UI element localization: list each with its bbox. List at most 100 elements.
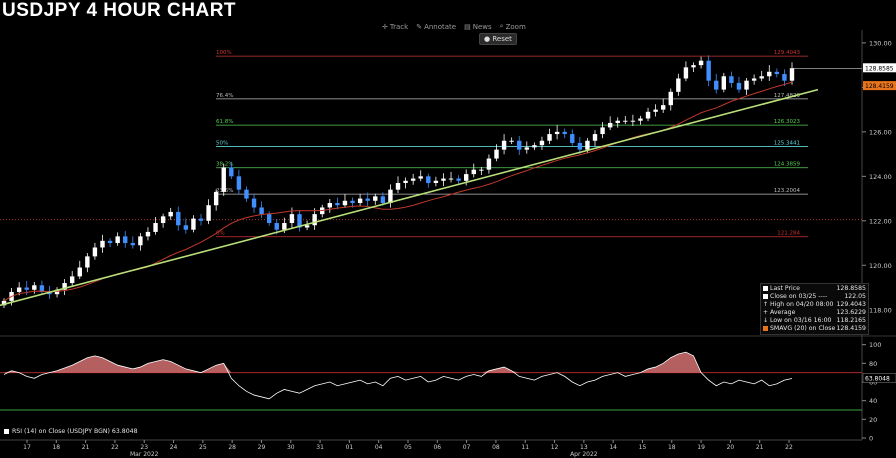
candle-body [441, 178, 446, 181]
legend-label: + Average [763, 308, 796, 316]
candle-body [782, 74, 787, 81]
x-tick-label: 23 [140, 444, 148, 451]
rsi-value-tag [862, 373, 896, 383]
candle-body [532, 145, 537, 148]
zoom-button[interactable]: ⌕ Zoom [499, 22, 526, 31]
candle-body [395, 183, 401, 190]
y-tick-label: 118.00 [869, 306, 892, 314]
x-tick-label: 13 [580, 444, 588, 451]
candle-body [54, 289, 60, 295]
candle-body [327, 203, 333, 208]
candle-body [653, 109, 658, 112]
legend-swatch: + [763, 308, 769, 316]
candle-body [426, 176, 431, 183]
candle-body [638, 118, 643, 121]
candle-body [744, 80, 749, 90]
candle-body [77, 267, 82, 277]
candle-body [554, 131, 560, 135]
month-label: Apr 2022 [570, 451, 598, 458]
candle-body [714, 80, 719, 90]
x-tick-label: 17 [23, 444, 31, 451]
price-legend: Last Price 128.8585 Close on 03/25 ---- 122… [760, 283, 869, 335]
candle-body [282, 223, 287, 230]
legend-row: ↓ Low on 03/16 16:00 118.2165 [763, 317, 866, 325]
x-tick-label: 15 [639, 444, 647, 451]
track-button[interactable]: ✛ Track [382, 22, 409, 31]
reset-button[interactable]: ● Reset [479, 33, 517, 45]
candle-body [24, 287, 29, 290]
sma-price-tag [863, 81, 896, 91]
candle-body [39, 285, 45, 292]
candle-body [759, 76, 764, 79]
candle-body [486, 158, 492, 170]
legend-row: Last Price 128.8585 [763, 285, 866, 293]
rsi-legend: RSI (14) on Close (USDJPY BGN) 63.8048 [4, 428, 138, 435]
candle-body [600, 127, 605, 135]
candle-body [100, 240, 105, 248]
candle-body [736, 82, 742, 90]
candle-body [774, 71, 780, 75]
candle-body [123, 236, 128, 244]
candle-body [191, 218, 196, 230]
candle-body [509, 140, 514, 142]
legend-row: + Average 123.6229 [763, 309, 866, 317]
x-tick-label: 04 [375, 444, 383, 451]
candle-body [266, 214, 272, 224]
fib-value-label: 129.4043 [774, 50, 801, 56]
candle-body [168, 211, 173, 217]
rsi-swatch [4, 428, 9, 434]
candle-body [433, 180, 439, 183]
y-tick-label: 124.00 [869, 173, 892, 181]
x-tick-label: 22 [111, 444, 119, 451]
fib-value-label: 127.4829 [774, 93, 801, 99]
candle-body [706, 60, 711, 81]
candle-body [539, 140, 545, 146]
candle-body [660, 105, 666, 110]
rsi-y-tick-label: 100 [869, 341, 881, 349]
candle-body [92, 247, 98, 257]
month-label: Mar 2022 [130, 451, 159, 458]
candle-body [115, 236, 120, 244]
x-tick-label: 01 [346, 444, 354, 451]
news-button[interactable]: ▤ News [464, 22, 492, 31]
candle-body [767, 71, 772, 77]
candle-body [335, 203, 340, 206]
candle-body [691, 65, 696, 68]
fib-level-label: 100% [216, 50, 232, 56]
rsi-y-tick-label: 40 [869, 397, 877, 405]
candle-body [198, 218, 204, 221]
x-tick-label: 21 [82, 444, 90, 451]
x-tick-label: 20 [727, 444, 735, 451]
x-tick-label: 28 [228, 444, 236, 451]
legend-label: Last Price [763, 285, 800, 293]
x-tick-label: 14 [609, 444, 617, 451]
x-tick-label: 18 [52, 444, 60, 451]
x-tick-label: 25 [199, 444, 207, 451]
x-tick-label: 24 [170, 444, 178, 451]
x-tick-label: 19 [697, 444, 705, 451]
fib-level-label: 76.4% [216, 93, 233, 99]
legend-swatch: ↑ [763, 300, 769, 308]
candle-body [585, 140, 590, 150]
candle-body [676, 78, 681, 92]
annotate-button[interactable]: ✎ Annotate [416, 22, 457, 31]
legend-value: 123.6229 [836, 309, 866, 316]
x-tick-label: 07 [463, 444, 471, 451]
candle-body [350, 200, 355, 204]
candle-body [615, 120, 620, 123]
candle-body [623, 120, 628, 122]
candle-body [668, 91, 673, 106]
candle-body [645, 111, 651, 119]
candle-body [236, 176, 242, 190]
rsi-y-tick-label: 20 [869, 416, 877, 424]
candle-body [289, 214, 295, 224]
rsi-y-tick-label: 0 [869, 435, 873, 443]
candle-body [342, 200, 348, 206]
chart-toolbar: ✛ Track ✎ Annotate ▤ News ⌕ Zoom [382, 22, 526, 31]
candle-body [176, 211, 181, 226]
legend-row: Close on 03/25 ---- 122.05 [763, 293, 866, 301]
trendline [0, 88, 819, 307]
news-icon: ▤ [464, 22, 471, 31]
y-tick-label: 126.00 [869, 128, 892, 136]
candle-body [403, 180, 408, 183]
